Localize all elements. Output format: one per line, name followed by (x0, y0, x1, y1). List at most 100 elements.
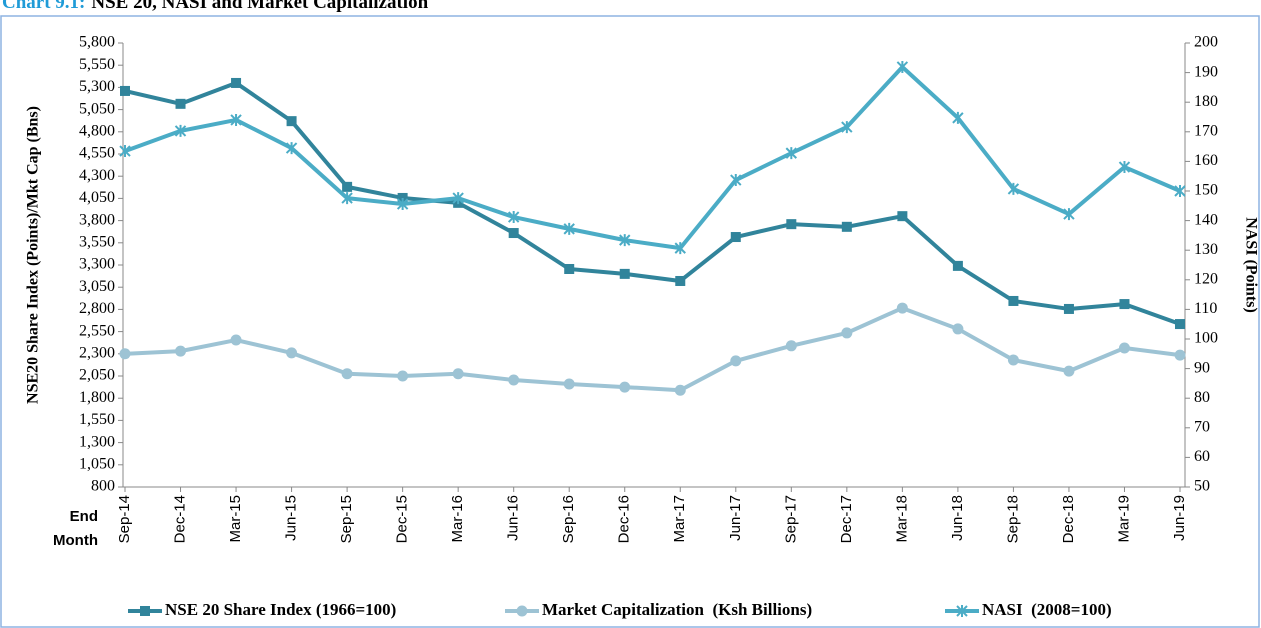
y2-tick-label: 200 (1194, 34, 1218, 51)
x-axis-title: End (70, 508, 98, 525)
marker (897, 211, 908, 222)
x-tick-label: Jun-15 (283, 495, 300, 541)
marker (896, 60, 909, 73)
marker (508, 228, 519, 239)
x-tick-label: Sep-15 (338, 495, 355, 543)
chart-frame (0, 15, 1260, 628)
marker (1174, 349, 1186, 361)
y-axis-title: NSE20 Share Index (Points)/Mkt Cap (Bns) (25, 106, 42, 404)
y2-tick-label: 180 (1194, 93, 1218, 110)
marker (1007, 354, 1019, 366)
x-tick-label: Jun-17 (727, 495, 744, 541)
marker (1118, 342, 1130, 354)
marker (674, 242, 686, 255)
marker (231, 77, 242, 88)
y2-tick-label: 110 (1194, 300, 1217, 317)
series-line (124, 306, 1181, 393)
marker (619, 234, 631, 247)
marker (175, 345, 187, 357)
x-axis-title: Month (53, 532, 98, 549)
marker (1175, 319, 1185, 330)
legend-item: Market Capitalization (Ksh Billions) (505, 600, 812, 619)
x-tick-label: Dec-14 (171, 495, 188, 543)
y-tick-label: 3,050 (79, 278, 115, 295)
y2-axis-title: NASI (Points) (1242, 217, 1259, 313)
marker (397, 192, 408, 203)
chart-title: Chart 9.1: NSE 20, NASI and Market Capita… (2, 0, 429, 13)
marker (230, 113, 242, 126)
x-tick-label: Mar-16 (449, 495, 466, 543)
y-tick-label: 1,300 (79, 433, 115, 450)
title-label: Chart 9.1: (2, 0, 85, 13)
marker (1008, 295, 1019, 306)
y-tick-label: 4,550 (79, 145, 115, 162)
x-tick-label: Dec-15 (394, 495, 411, 543)
y-tick-label: 2,300 (79, 344, 115, 361)
y-tick-label: 4,300 (79, 167, 115, 184)
y2-tick-label: 150 (1194, 182, 1218, 199)
marker (175, 98, 186, 109)
y-tick-label: 5,300 (79, 78, 115, 95)
marker (952, 111, 964, 124)
y2-tick-label: 70 (1194, 418, 1210, 435)
y2-tick-label: 50 (1194, 478, 1210, 495)
y2-tick-label: 80 (1194, 389, 1210, 406)
y-tick-label: 1,550 (79, 411, 115, 428)
y-tick-label: 3,300 (79, 256, 115, 273)
x-tick-label: Sep-17 (782, 495, 799, 543)
x-tick-label: Mar-19 (1115, 495, 1132, 543)
y-tick-label: 2,050 (79, 367, 115, 384)
y-tick-label: 1,050 (79, 455, 115, 472)
x-tick-label: Dec-17 (838, 495, 855, 543)
marker (507, 211, 520, 224)
x-tick-label: Dec-16 (616, 495, 633, 543)
x-tick-label: Jun-16 (505, 495, 522, 541)
marker (675, 275, 686, 286)
x-tick-label: Mar-15 (227, 495, 244, 543)
marker (516, 605, 528, 617)
y-tick-label: 2,800 (79, 300, 115, 317)
x-tick-label: Sep-16 (560, 495, 577, 543)
marker (674, 384, 686, 396)
marker (140, 606, 150, 616)
marker (564, 263, 575, 274)
marker (619, 268, 630, 279)
legend-item: NASI (2008=100) (945, 600, 1112, 619)
series-line (124, 80, 1181, 326)
y-tick-label: 5,050 (79, 100, 115, 117)
y2-tick-label: 140 (1194, 211, 1218, 228)
y-tick-label: 5,550 (79, 56, 115, 73)
marker (1007, 182, 1020, 195)
series-line (124, 64, 1181, 251)
marker (119, 145, 131, 158)
y2-tick-label: 100 (1194, 330, 1218, 347)
x-tick-label: Jun-18 (949, 495, 966, 541)
marker (341, 368, 353, 380)
marker (730, 174, 742, 187)
y2-tick-label: 130 (1194, 241, 1218, 258)
marker (730, 232, 741, 243)
x-tick-label: Jun-19 (1171, 495, 1188, 541)
marker (1174, 185, 1186, 197)
marker (286, 116, 297, 127)
marker (174, 124, 187, 137)
marker (397, 370, 409, 382)
legend-label: NSE 20 Share Index (1966=100) (165, 600, 396, 619)
marker (452, 192, 464, 205)
title-text: NSE 20, NASI and Market Capitalization (91, 0, 428, 13)
marker (1119, 299, 1130, 310)
marker (119, 348, 131, 360)
marker (120, 85, 130, 96)
x-tick-label: Mar-17 (671, 495, 688, 543)
marker (342, 181, 353, 192)
y-tick-label: 3,550 (79, 233, 115, 250)
marker (841, 221, 852, 232)
marker (841, 327, 853, 339)
marker (563, 222, 575, 235)
y2-tick-label: 190 (1194, 63, 1218, 80)
marker (1063, 365, 1075, 377)
marker (952, 323, 964, 335)
y2-tick-label: 60 (1194, 448, 1210, 465)
marker (896, 302, 908, 314)
